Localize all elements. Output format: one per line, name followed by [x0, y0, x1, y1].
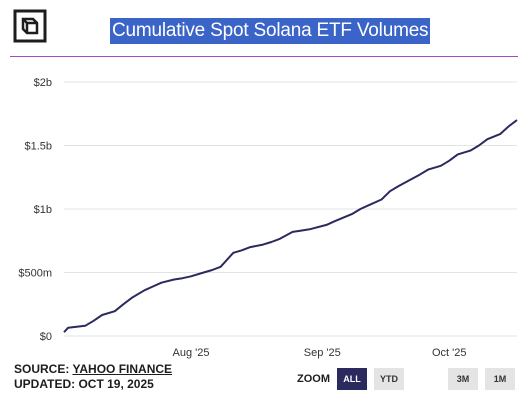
updated-label: UPDATED: — [14, 377, 76, 391]
x-tick-label: Sep '25 — [304, 347, 341, 359]
zoom-all-button[interactable]: ALL — [337, 368, 367, 390]
zoom-label: ZOOM — [297, 373, 330, 385]
x-tick-label: Aug '25 — [173, 347, 210, 359]
zoom-1m-button[interactable]: 1M — [485, 368, 515, 390]
source-link[interactable]: YAHOO FINANCE — [72, 362, 173, 376]
series-line — [63, 119, 518, 333]
x-axis-labels: Aug '25 Sep '25 Oct '25 — [173, 347, 467, 359]
footer: SOURCE: YAHOO FINANCE UPDATED: OCT 19, 2… — [14, 362, 172, 392]
grid-lines — [64, 81, 517, 337]
source-line: SOURCE: YAHOO FINANCE — [14, 362, 172, 377]
chart: $0 $500m $1b $1.5b $2b Aug '25 Sep '25 Oct '25 — [18, 77, 518, 359]
y-axis-labels: $0 $500m $1b $1.5b $2b — [18, 77, 52, 343]
updated-date: OCT 19, 2025 — [78, 377, 154, 391]
updated-line: UPDATED: OCT 19, 2025 — [14, 377, 172, 392]
chart-title: Cumulative Spot Solana ETF Volumes — [110, 18, 431, 44]
zoom-3m-button[interactable]: 3M — [448, 368, 478, 390]
y-tick-label: $0 — [40, 331, 52, 343]
y-tick-label: $500m — [18, 268, 52, 280]
source-label: SOURCE: — [14, 362, 70, 376]
x-tick-label: Oct '25 — [432, 347, 467, 359]
y-tick-label: $1.5b — [24, 141, 52, 153]
y-tick-label: $1b — [34, 204, 52, 216]
y-tick-label: $2b — [34, 77, 52, 89]
zoom-ytd-button[interactable]: YTD — [374, 368, 404, 390]
title-divider — [10, 56, 518, 57]
cube-icon — [12, 8, 48, 44]
